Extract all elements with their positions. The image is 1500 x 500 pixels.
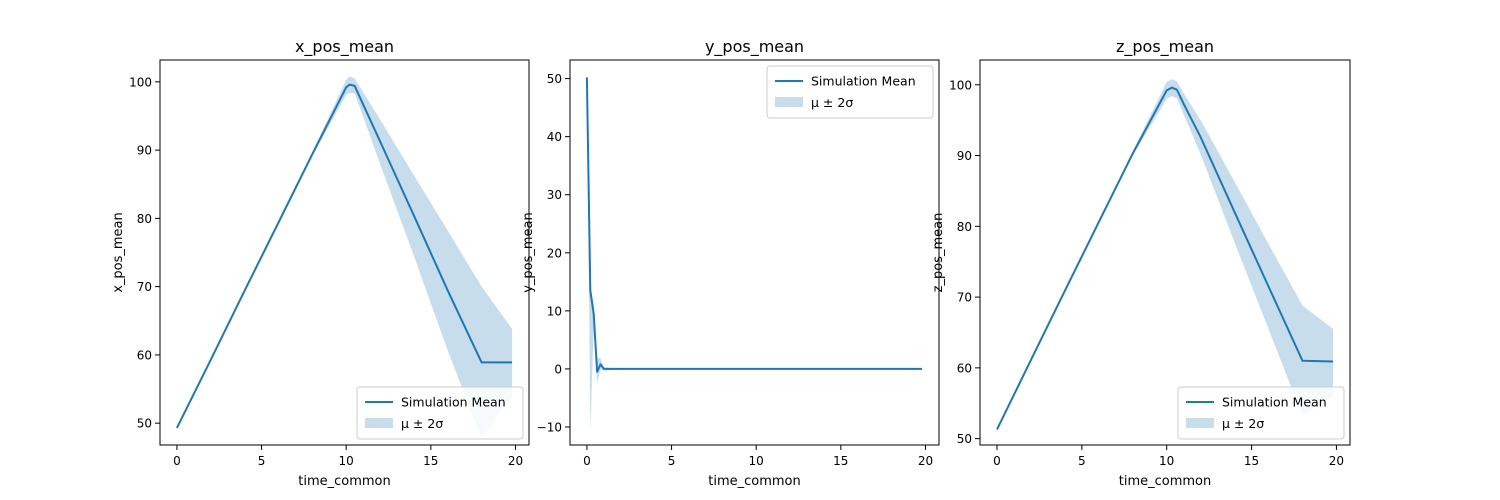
legend: Simulation Mean μ ± 2σ [356,386,524,440]
axes-frame [159,59,530,446]
legend: Simulation Mean μ ± 2σ [1177,386,1345,440]
y-tick-label: 50 [547,72,562,86]
x-tick-label: 10 [339,454,354,468]
x-tick-label: 5 [1078,454,1086,468]
chart-title: y_pos_mean [705,37,804,57]
legend-band-swatch [775,97,803,107]
legend-label-band: μ ± 2σ [811,95,853,110]
y-tick-label: 0 [554,362,562,376]
x-tick-label: 5 [258,454,266,468]
y-tick-label: 80 [957,220,972,234]
y-tick-label: 20 [547,246,562,260]
x-tick-label: 0 [993,454,1001,468]
confidence-band [586,77,923,430]
y-axis-label: x_pos_mean [111,212,126,293]
legend-box [766,65,934,119]
legend-band-swatch [365,418,393,428]
x-axis-label: time_common [1119,474,1212,489]
chart-title: x_pos_mean [295,37,394,57]
subplot-z_pos_mean: 0 5 10 15 20 50 60 70 80 90 100 z_pos_mean time_comm… [931,37,1351,489]
y-tick-label: 70 [957,291,972,305]
y-tick-label: 70 [137,280,152,294]
legend-label-mean: Simulation Mean [811,74,916,89]
x-tick-label: 0 [583,454,591,468]
y-tick-label: 30 [547,188,562,202]
chart-title: z_pos_mean [1116,37,1214,57]
x-tick-label: 5 [668,454,676,468]
y-tick-label: 60 [957,361,972,375]
y-tick-label: 40 [547,130,562,144]
mean-line [996,86,1334,430]
legend-box [1177,386,1345,440]
legend-label-band: μ ± 2σ [401,416,443,431]
x-tick-label: 20 [918,454,933,468]
y-tick-label: 80 [137,212,152,226]
legend-box [356,386,524,440]
x-tick-label: 0 [173,454,181,468]
legend-label-mean: Simulation Mean [1222,395,1327,410]
y-tick-label: 90 [957,149,972,163]
legend: Simulation Mean μ ± 2σ [766,65,934,119]
x-tick-label: 20 [1329,454,1344,468]
legend-label-band: μ ± 2σ [1222,416,1264,431]
subplot-x_pos_mean: 0 5 10 15 20 50 60 70 80 90 100 x_pos_mean time_comm… [111,37,530,489]
confidence-band [176,76,513,439]
y-tick-label: −10 [537,420,562,434]
y-tick-label: 50 [957,432,972,446]
legend-band-swatch [1186,418,1214,428]
confidence-band [997,79,1333,430]
x-tick-label: 10 [1159,454,1174,468]
y-tick-label: 60 [137,348,152,362]
y-axis-label: z_pos_mean [931,213,946,293]
y-tick-label: 90 [137,144,152,158]
axes-frame [979,59,1351,446]
y-tick-label: 100 [949,78,972,92]
y-tick-label: 10 [547,304,562,318]
y-tick-label: 100 [129,75,152,89]
subplot-y_pos_mean: 0 5 10 15 20 −10 0 10 20 30 40 50 y_pos_mean time_com… [521,37,940,489]
x-tick-label: 10 [749,454,764,468]
x-axis-label: time_common [298,474,391,489]
mean-line [585,77,923,373]
x-tick-label: 15 [423,454,438,468]
y-axis-label: y_pos_mean [521,212,536,293]
x-axis-label: time_common [708,474,801,489]
legend-label-mean: Simulation Mean [401,395,506,410]
y-tick-label: 50 [137,417,152,431]
mean-line [176,83,513,429]
x-tick-label: 15 [1244,454,1259,468]
x-tick-label: 15 [833,454,848,468]
x-tick-label: 20 [508,454,523,468]
